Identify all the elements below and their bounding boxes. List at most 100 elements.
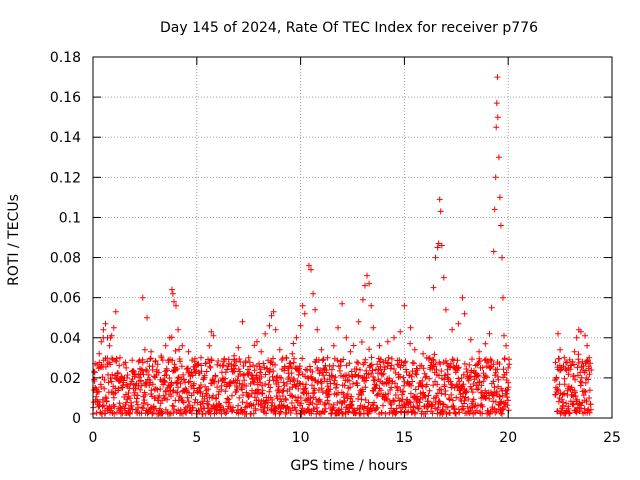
data-point [257,366,264,373]
data-point [139,294,146,301]
data-point [148,348,155,355]
data-point [236,356,243,362]
data-point [301,310,308,317]
data-point [184,365,191,372]
data-point [247,363,253,370]
data-point [583,398,590,405]
data-point [446,396,453,403]
data-point [480,378,487,385]
data-point [577,328,584,335]
data-point [565,383,572,390]
data-point [283,409,290,416]
data-point [269,373,276,380]
data-point [410,404,417,411]
data-point [331,377,338,384]
data-point [478,382,485,389]
data-point [586,371,593,378]
grid-lines [93,57,612,418]
data-point [571,361,577,368]
data-point [196,385,203,392]
data-point [358,339,365,345]
data-point [168,393,174,400]
data-point [104,334,111,341]
data-point [491,384,498,391]
data-point [208,357,215,364]
data-point [353,366,360,373]
data-point [454,357,461,364]
data-point [198,354,204,361]
data-point [175,326,182,333]
data-point [270,308,277,315]
data-point [188,410,195,417]
data-point [328,366,335,373]
data-point [479,364,486,371]
data-point [430,357,437,364]
data-point [286,374,293,381]
data-point [415,405,422,412]
data-point [383,395,389,401]
data-point [100,402,107,409]
data-point [308,266,314,273]
data-point [331,380,337,387]
data-point [461,397,468,404]
data-point [260,360,267,367]
data-point [426,355,433,361]
data-point [250,410,257,417]
data-point [201,372,208,379]
data-point [136,374,143,381]
data-point [411,346,418,353]
data-point [407,390,414,397]
data-point [312,306,319,313]
data-point [287,378,294,385]
data-point [288,370,295,377]
data-point [500,294,506,301]
data-point [334,357,341,364]
data-point [182,385,189,392]
data-point [338,406,345,413]
data-point [144,401,151,408]
data-point [561,375,568,382]
data-point [476,355,483,362]
data-point [263,410,270,417]
data-point [161,378,168,385]
y-tick-label: 0.1 [59,210,81,226]
data-point [269,399,276,406]
data-point [322,405,329,412]
data-point [302,373,309,380]
data-point [174,365,180,372]
data-point [270,368,277,375]
data-point [204,398,211,405]
data-point [262,330,269,337]
data-point [561,381,568,388]
data-point [108,378,115,385]
data-point [188,369,195,375]
data-point [385,390,392,397]
data-point [447,360,454,367]
data-point [107,361,114,368]
data-point [182,408,189,415]
data-point [587,401,594,408]
data-point [207,364,214,371]
data-point [354,382,361,389]
data-point [471,403,478,410]
data-point [155,369,162,376]
data-point [376,342,383,349]
data-point [254,338,260,345]
data-point [329,373,336,380]
data-point [197,388,204,395]
data-point [494,74,501,81]
data-point [213,394,220,401]
data-point [568,362,575,369]
data-point [215,378,222,385]
data-point [453,394,460,401]
data-point [501,355,508,362]
data-point [440,274,447,281]
data-point [380,370,387,377]
data-point [380,402,386,409]
data-point [164,367,170,374]
data-point [197,401,204,408]
data-point [575,351,582,358]
data-point [552,391,559,398]
y-tick-label: 0.04 [50,331,81,347]
